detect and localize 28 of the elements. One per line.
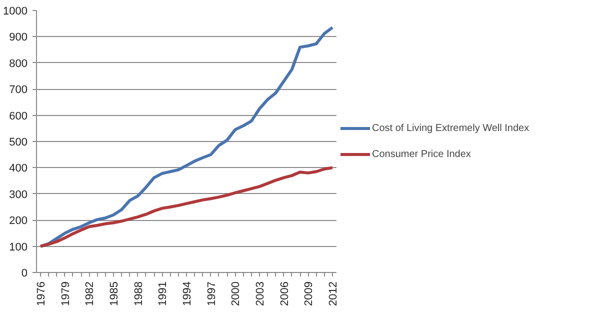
x-tick-label: 2012 — [327, 281, 340, 306]
y-tick-label: 0 — [21, 268, 28, 280]
y-tick-label: 500 — [9, 136, 28, 148]
x-tick-label: 1991 — [157, 281, 170, 306]
x-tick-label: 1985 — [108, 281, 121, 306]
line-series — [39, 166, 334, 248]
x-tick-label: 1997 — [206, 281, 218, 306]
x-tick-label: 2009 — [303, 281, 316, 306]
x-tick-label: 1982 — [84, 281, 96, 306]
y-tick-label: 300 — [9, 188, 28, 201]
x-tick-label: 1976 — [36, 281, 48, 306]
y-tick-label: 600 — [9, 110, 28, 122]
y-tick-label: 200 — [9, 215, 28, 228]
line-series — [39, 26, 334, 248]
x-tick-label: 1988 — [132, 281, 145, 306]
x-tick-label: 2000 — [230, 281, 242, 306]
y-tick-label: 700 — [9, 84, 28, 96]
legend-label: Cost of Living Extremely Well Index — [372, 122, 530, 134]
x-tick-label: 1979 — [60, 281, 72, 306]
y-tick-label: 400 — [9, 162, 28, 175]
y-tick-label: 900 — [9, 32, 28, 44]
y-tick-label: 1000 — [3, 6, 28, 18]
x-tick-label: 2006 — [278, 281, 291, 306]
x-tick-label: 1994 — [182, 281, 194, 306]
y-tick-label: 800 — [9, 58, 28, 70]
x-tick-label: 2003 — [254, 281, 266, 306]
y-tick-label: 100 — [9, 241, 28, 254]
legend-label: Consumer Price Index — [372, 148, 471, 160]
